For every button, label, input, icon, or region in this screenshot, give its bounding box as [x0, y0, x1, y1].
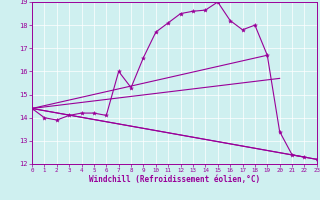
X-axis label: Windchill (Refroidissement éolien,°C): Windchill (Refroidissement éolien,°C) [89, 175, 260, 184]
